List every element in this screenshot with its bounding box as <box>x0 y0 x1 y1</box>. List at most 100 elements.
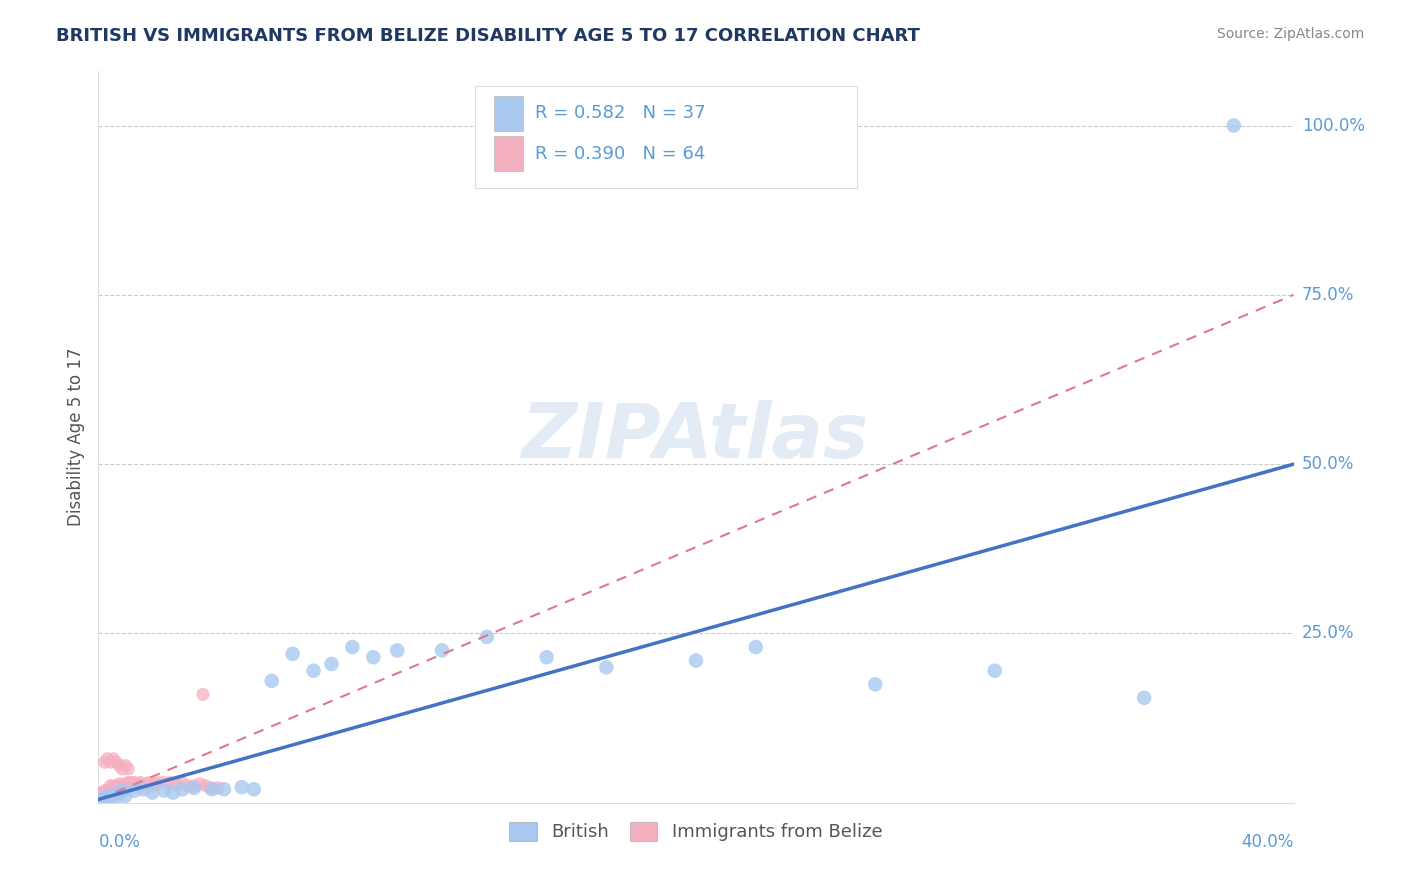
Point <box>385 643 409 657</box>
Point <box>111 762 134 776</box>
Point <box>93 790 115 805</box>
Point <box>103 782 125 797</box>
Point <box>103 788 125 802</box>
Point <box>93 788 115 802</box>
Text: 40.0%: 40.0% <box>1241 833 1294 851</box>
Point <box>108 758 131 772</box>
Point <box>207 780 229 795</box>
Point <box>363 650 385 665</box>
Text: ZIPAtlas: ZIPAtlas <box>522 401 870 474</box>
Point <box>984 664 1007 678</box>
Point <box>90 788 112 802</box>
Point <box>129 775 152 789</box>
Point <box>93 755 115 769</box>
Point <box>90 792 112 806</box>
Point <box>90 789 112 803</box>
Point <box>124 779 146 793</box>
Point <box>260 673 283 688</box>
Point <box>195 779 218 793</box>
Legend: British, Immigrants from Belize: British, Immigrants from Belize <box>502 814 890 848</box>
Point <box>105 779 128 793</box>
Point <box>127 777 149 791</box>
Point <box>103 786 125 800</box>
Point <box>96 789 118 803</box>
Point <box>231 780 253 795</box>
Point <box>138 775 160 789</box>
Point <box>281 647 304 661</box>
Text: 100.0%: 100.0% <box>1302 117 1365 135</box>
Point <box>165 777 187 791</box>
Point <box>90 792 112 806</box>
Point <box>1133 690 1156 705</box>
Point <box>105 782 128 797</box>
FancyBboxPatch shape <box>494 136 523 171</box>
Point <box>183 780 205 795</box>
Point <box>105 755 128 769</box>
Text: 25.0%: 25.0% <box>1302 624 1354 642</box>
Point <box>745 640 768 654</box>
Point <box>96 783 118 797</box>
Point <box>98 755 122 769</box>
Point <box>98 779 122 793</box>
Point <box>98 789 122 803</box>
Point <box>132 779 155 793</box>
Point <box>865 677 887 691</box>
Point <box>114 758 136 772</box>
Point <box>162 786 184 800</box>
Point <box>96 791 118 805</box>
Point <box>595 660 617 674</box>
Point <box>96 752 118 766</box>
Point <box>117 775 139 789</box>
Point <box>172 782 194 797</box>
Text: 50.0%: 50.0% <box>1302 455 1354 473</box>
Point <box>135 777 157 791</box>
Point <box>108 777 131 791</box>
Point <box>201 782 224 797</box>
Point <box>120 775 142 789</box>
Point <box>685 654 707 668</box>
Point <box>120 779 142 793</box>
Point <box>96 786 118 800</box>
Point <box>108 780 131 795</box>
Text: R = 0.390   N = 64: R = 0.390 N = 64 <box>534 145 704 163</box>
Point <box>1223 119 1246 133</box>
Point <box>153 783 176 797</box>
Point <box>143 777 166 791</box>
Text: 75.0%: 75.0% <box>1302 285 1354 304</box>
Point <box>111 783 134 797</box>
Point <box>93 783 115 797</box>
Point <box>103 779 125 793</box>
Point <box>191 688 214 702</box>
Point <box>108 786 131 800</box>
Point <box>302 664 325 678</box>
Point <box>117 779 139 793</box>
Point <box>114 777 136 791</box>
Point <box>114 789 136 803</box>
Point <box>90 790 112 805</box>
Point <box>430 643 453 657</box>
Point <box>93 789 115 803</box>
Point <box>243 782 266 797</box>
Point <box>96 788 118 802</box>
Point <box>93 790 115 805</box>
Point <box>342 640 364 654</box>
Point <box>124 783 146 797</box>
Point <box>153 775 176 789</box>
Text: 0.0%: 0.0% <box>98 833 141 851</box>
Point <box>141 779 163 793</box>
Point <box>159 775 181 789</box>
Point <box>188 777 211 791</box>
Point <box>124 775 146 789</box>
Point <box>321 657 343 671</box>
Point <box>98 786 122 800</box>
Point <box>148 775 170 789</box>
Point <box>90 786 112 800</box>
Point <box>183 779 205 793</box>
Point <box>98 789 122 803</box>
Point <box>177 779 200 793</box>
Text: R = 0.582   N = 37: R = 0.582 N = 37 <box>534 104 706 122</box>
Text: Source: ZipAtlas.com: Source: ZipAtlas.com <box>1216 27 1364 41</box>
Point <box>475 630 498 644</box>
FancyBboxPatch shape <box>475 86 858 188</box>
Point <box>212 782 235 797</box>
